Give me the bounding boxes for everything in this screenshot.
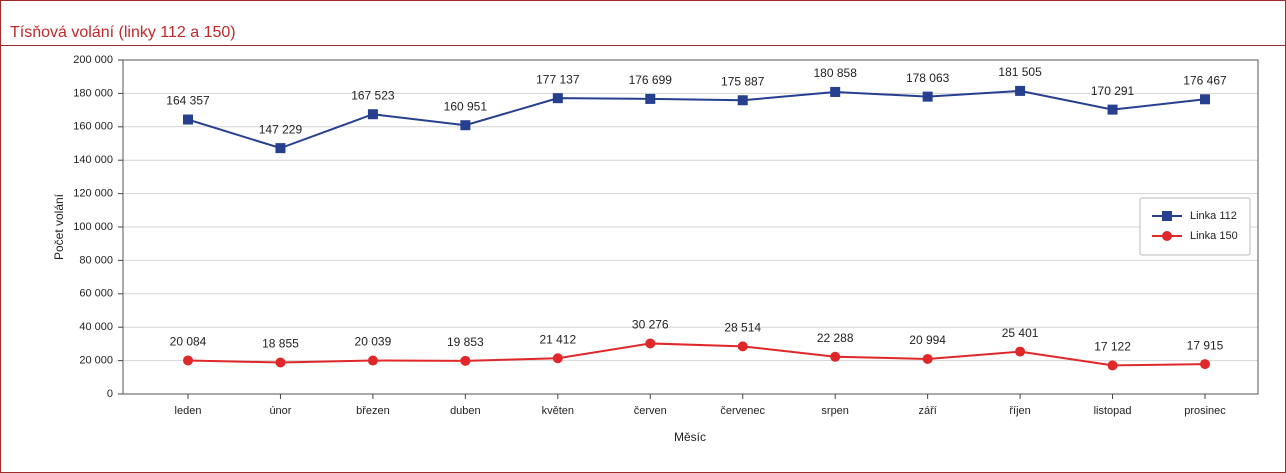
point bbox=[1015, 85, 1026, 96]
value-label: 17 915 bbox=[1187, 338, 1224, 352]
point bbox=[645, 93, 656, 104]
series-line bbox=[187, 89, 1206, 150]
value-label: 176 699 bbox=[629, 73, 673, 87]
legend-marker bbox=[1162, 231, 1172, 241]
x-tick-label: srpen bbox=[821, 405, 849, 417]
point bbox=[1200, 359, 1210, 370]
point bbox=[367, 355, 378, 366]
x-tick-label: září bbox=[918, 405, 936, 417]
x-tick-label: červen bbox=[634, 405, 667, 417]
value-label: 22 288 bbox=[817, 331, 854, 345]
y-tick-label: 120 000 bbox=[73, 188, 113, 200]
y-tick-label: 80 000 bbox=[79, 254, 113, 266]
value-label: 160 951 bbox=[444, 99, 488, 113]
y-tick-label: 20 000 bbox=[79, 355, 113, 367]
x-axis-label: Měsíc bbox=[674, 430, 706, 444]
value-label: 175 887 bbox=[721, 74, 765, 88]
point bbox=[737, 95, 748, 106]
point bbox=[922, 353, 933, 364]
series-line bbox=[187, 342, 1206, 367]
point bbox=[737, 341, 748, 352]
x-tick-label: květen bbox=[542, 405, 574, 417]
point bbox=[275, 143, 286, 154]
x-tick-label: duben bbox=[450, 405, 481, 417]
legend-box bbox=[1139, 197, 1251, 256]
y-tick-label: 200 000 bbox=[73, 54, 113, 66]
value-label: 30 276 bbox=[632, 318, 669, 332]
x-tick-label: březen bbox=[356, 405, 390, 417]
point bbox=[460, 120, 471, 131]
point bbox=[922, 91, 933, 102]
value-label: 19 853 bbox=[447, 335, 484, 349]
point bbox=[830, 351, 841, 362]
chart-title: Tísňová volání (linky 112 a 150) bbox=[10, 24, 236, 41]
y-axis-label: Počet volání bbox=[52, 193, 66, 260]
point bbox=[183, 114, 193, 125]
y-tick-label: 40 000 bbox=[79, 321, 113, 333]
value-label: 181 505 bbox=[998, 65, 1042, 79]
x-tick-label: prosinec bbox=[1184, 405, 1226, 417]
plot-area bbox=[122, 59, 1259, 395]
y-tick-label: 180 000 bbox=[73, 87, 113, 99]
value-label: 21 412 bbox=[539, 332, 576, 346]
y-tick-label: 60 000 bbox=[79, 288, 113, 300]
value-label: 28 514 bbox=[724, 321, 761, 335]
point bbox=[552, 93, 563, 104]
point bbox=[1107, 104, 1118, 115]
value-label: 17 122 bbox=[1094, 340, 1131, 354]
y-tick-label: 140 000 bbox=[73, 154, 113, 166]
value-label: 20 994 bbox=[909, 333, 946, 347]
point bbox=[460, 355, 471, 366]
value-label: 20 039 bbox=[355, 335, 392, 349]
value-label: 25 401 bbox=[1002, 326, 1039, 340]
point bbox=[183, 355, 193, 366]
legend-marker bbox=[1162, 211, 1172, 221]
x-tick-label: červenec bbox=[720, 405, 765, 417]
point bbox=[1200, 94, 1210, 105]
point bbox=[552, 353, 563, 364]
y-tick-label: 160 000 bbox=[73, 121, 113, 133]
value-label: 176 467 bbox=[1183, 73, 1227, 87]
legend-label: Linka 150 bbox=[1190, 230, 1238, 242]
point bbox=[367, 109, 378, 120]
x-tick-label: leden bbox=[175, 405, 202, 417]
point bbox=[1107, 360, 1118, 371]
value-label: 147 229 bbox=[259, 122, 303, 136]
value-label: 180 858 bbox=[813, 66, 857, 80]
value-label: 164 357 bbox=[166, 94, 210, 108]
y-tick-label: 0 bbox=[107, 388, 113, 400]
point bbox=[645, 338, 656, 349]
value-label: 167 523 bbox=[351, 88, 395, 102]
point bbox=[830, 86, 841, 97]
value-label: 178 063 bbox=[906, 71, 950, 85]
legend-label: Linka 112 bbox=[1190, 210, 1237, 222]
value-label: 20 084 bbox=[170, 335, 207, 349]
value-label: 170 291 bbox=[1091, 84, 1135, 98]
value-label: 177 137 bbox=[536, 72, 580, 86]
x-tick-label: únor bbox=[269, 405, 291, 417]
x-tick-label: listopad bbox=[1094, 405, 1132, 417]
y-tick-label: 100 000 bbox=[73, 221, 113, 233]
point bbox=[275, 357, 286, 368]
value-label: 18 855 bbox=[262, 337, 299, 351]
point bbox=[1015, 346, 1026, 357]
x-tick-label: říjen bbox=[1009, 405, 1030, 417]
